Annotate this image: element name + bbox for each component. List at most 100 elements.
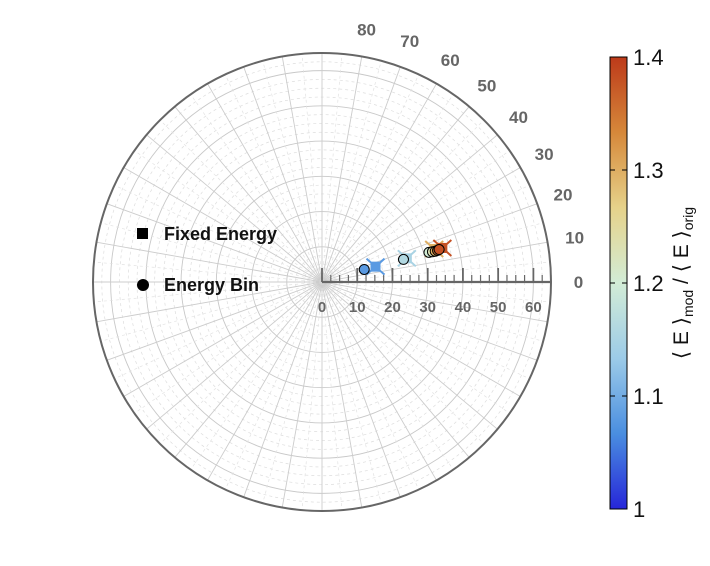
minor-spoke [321,60,382,283]
minor-spoke [114,184,323,283]
radial-tick-label: 20 [384,299,401,316]
major-spoke [243,281,323,498]
radial-tick-label: 0 [318,299,326,316]
legend-marker-square [137,228,148,239]
major-spoke [281,281,323,508]
major-spoke [146,134,323,283]
major-spoke [106,203,323,283]
minor-spoke [93,261,323,283]
angle-tick-label: 70 [400,32,419,51]
major-spoke [321,281,437,481]
major-spoke [96,241,323,283]
minor-spoke [321,281,485,445]
major-spoke [321,134,498,283]
minor-spoke [321,281,544,342]
angle-tick-label: 40 [509,108,528,127]
major-spoke [106,281,323,361]
energy-bin-point [397,253,409,265]
polar-axes [92,52,552,512]
major-spoke [321,281,498,430]
radial-tick-label: 60 [525,299,542,316]
minor-spoke [321,150,510,283]
data-points [358,239,453,276]
major-spoke [146,281,323,430]
colorbar: 1 1.1 1.2 1.3 1.4 ⟨ E ⟩mod / ⟨ E ⟩orig [609,45,696,522]
minor-spoke [224,74,323,283]
minor-spoke [134,281,323,414]
colorbar-tick-label: 1.4 [633,45,664,70]
minor-spoke [100,281,323,342]
major-spoke [321,66,401,283]
major-spoke [96,281,323,323]
colorbar-ticks: 1 1.1 1.2 1.3 1.4 [610,45,664,522]
angle-tick-label: 30 [535,145,554,164]
major-spoke [123,167,323,283]
minor-spoke [321,184,530,283]
radial-tick-labels: 0 10 20 30 40 50 60 [318,299,542,316]
major-spoke [321,281,548,323]
colorbar-title-denominator: / ⟨ E ⟩ [670,230,693,290]
major-spoke [321,56,363,283]
major-spoke [281,56,323,283]
minor-spoke [190,94,323,283]
energy-bin-point [358,263,370,275]
angle-tick-label: 10 [565,228,584,247]
point-marker [370,261,381,272]
major-spoke [174,281,323,458]
major-spoke [174,106,323,283]
minor-spoke [321,281,420,490]
colorbar-tick-label: 1.2 [633,271,664,296]
minor-spoke [321,94,454,283]
radial-tick-label: 10 [349,299,366,316]
angle-tick-label: 80 [357,20,376,39]
minor-spoke [321,281,510,414]
minor-spoke [301,281,323,511]
minor-spoke [321,74,420,283]
energy-bin-point [433,244,445,256]
major-spoke [321,83,437,283]
minor-spoke [100,222,323,283]
polar-grid [93,53,551,511]
major-spoke [321,167,521,283]
minor-spoke [321,261,551,283]
minor-spoke [321,281,551,303]
major-spoke [321,281,470,458]
legend-marker-circle [137,279,149,291]
major-spoke [321,281,363,508]
colorbar-title-numerator: ⟨ E ⟩ [670,317,693,359]
colorbar-title-sub-orig: orig [680,207,696,230]
minor-spoke [262,281,323,504]
major-spoke [321,106,470,283]
major-spoke [123,281,323,397]
minor-spoke [321,281,530,380]
minor-spoke [190,281,323,470]
fixed-energy-point [365,257,386,276]
minor-spoke [114,281,323,380]
minor-spoke [321,53,343,283]
major-spoke [321,281,521,397]
colorbar-title-sub-mod: mod [680,290,696,317]
major-spoke [321,281,401,498]
radial-tick-label: 30 [419,299,436,316]
colorbar-tick-label: 1.3 [633,158,664,183]
major-spoke [321,281,538,361]
minor-spoke [93,281,323,303]
angle-tick-labels: 0 10 20 30 40 50 60 70 80 [357,20,584,292]
legend: Fixed Energy Energy Bin [137,224,277,295]
minor-spoke [321,281,454,470]
angle-tick-label: 0 [574,273,583,292]
legend-label-fixed-energy: Fixed Energy [164,224,277,244]
colorbar-tick-label: 1.1 [633,384,664,409]
minor-spoke [159,281,323,445]
minor-spoke [159,119,323,283]
angle-tick-label: 50 [477,77,496,96]
major-spoke [207,83,323,283]
minor-spoke [301,53,323,283]
minor-spoke [321,281,343,511]
minor-spoke [262,60,323,283]
legend-label-energy-bin: Energy Bin [164,275,259,295]
minor-spoke [224,281,323,490]
minor-spoke [134,150,323,283]
minor-spoke [321,281,382,504]
